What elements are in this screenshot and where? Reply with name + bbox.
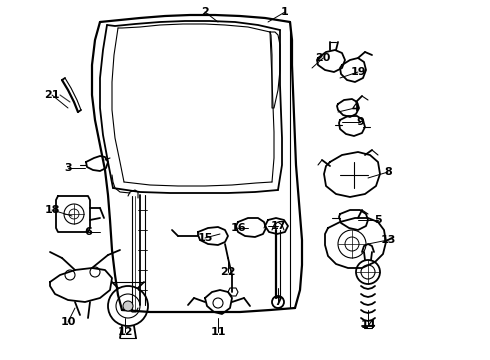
Text: 18: 18 bbox=[44, 205, 60, 215]
Text: 15: 15 bbox=[197, 233, 213, 243]
Text: 8: 8 bbox=[384, 167, 392, 177]
Text: 2: 2 bbox=[201, 7, 209, 17]
Text: 1: 1 bbox=[281, 7, 289, 17]
Text: 13: 13 bbox=[380, 235, 396, 245]
Text: 19: 19 bbox=[350, 67, 366, 77]
Text: 11: 11 bbox=[210, 327, 226, 337]
Text: 22: 22 bbox=[220, 267, 236, 277]
Text: 20: 20 bbox=[315, 53, 331, 63]
Text: 7: 7 bbox=[274, 297, 282, 307]
Text: 3: 3 bbox=[64, 163, 72, 173]
Text: 9: 9 bbox=[356, 117, 364, 127]
Text: 4: 4 bbox=[351, 103, 359, 113]
Text: 21: 21 bbox=[44, 90, 60, 100]
Text: 14: 14 bbox=[360, 320, 376, 330]
Text: 5: 5 bbox=[374, 215, 382, 225]
Text: 12: 12 bbox=[117, 327, 133, 337]
Text: 6: 6 bbox=[84, 227, 92, 237]
Text: 10: 10 bbox=[60, 317, 75, 327]
Text: 17: 17 bbox=[270, 221, 286, 231]
Text: 16: 16 bbox=[230, 223, 246, 233]
Circle shape bbox=[123, 301, 133, 311]
